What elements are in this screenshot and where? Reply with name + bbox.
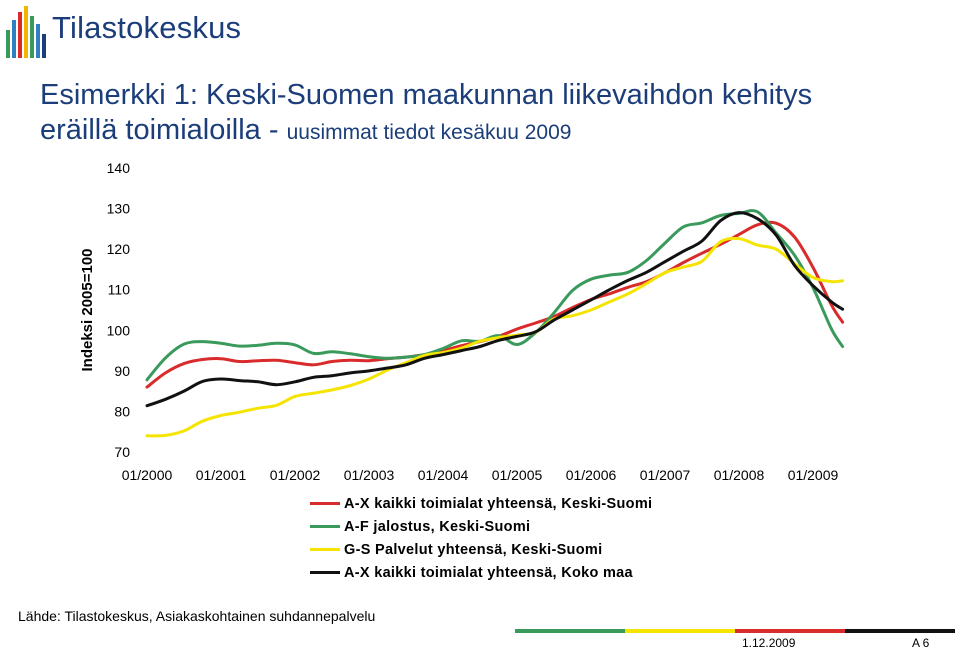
- footer-bar-segment: [515, 629, 625, 633]
- x-tick-label: 01/2006: [566, 467, 617, 483]
- footer-color-bar: [515, 629, 955, 633]
- y-tick-label: 130: [107, 201, 131, 217]
- y-tick-label: 70: [114, 444, 130, 460]
- footer-date: 1.12.2009: [742, 636, 796, 650]
- y-tick-label: 90: [114, 363, 130, 379]
- tilastokeskus-logo: [6, 6, 46, 58]
- legend-entry: G-S Palvelut yhteensä, Keski-Suomi: [310, 538, 652, 561]
- title-line-2: eräillä toimialoilla - uusimmat tiedot k…: [40, 113, 812, 150]
- y-tick-label: 120: [107, 241, 131, 257]
- title-line-1: Esimerkki 1: Keski-Suomen maakunnan liik…: [40, 79, 813, 111]
- series-lines: [145, 209, 845, 438]
- logo-text: Tilastokeskus: [52, 10, 242, 45]
- series-line-4: [145, 211, 845, 408]
- legend-swatch: [310, 525, 340, 528]
- legend-entry: A-F jalostus, Keski-Suomi: [310, 515, 652, 538]
- y-tick-label: 100: [107, 322, 131, 338]
- x-tick-label: 01/2009: [788, 467, 839, 483]
- legend-label: G-S Palvelut yhteensä, Keski-Suomi: [344, 541, 603, 558]
- x-tick-label: 01/2000: [122, 467, 173, 483]
- legend-label: A-X kaikki toimialat yhteensä, Keski-Suo…: [344, 495, 653, 512]
- legend-swatch: [310, 571, 340, 574]
- x-tick-label: 01/2008: [714, 467, 765, 483]
- title-line-2-main: eräillä toimialoilla -: [40, 114, 287, 146]
- legend-swatch: [310, 548, 340, 551]
- x-tick-label: 01/2002: [270, 467, 321, 483]
- title-line-2-sub: uusimmat tiedot kesäkuu 2009: [286, 121, 572, 144]
- legend-swatch: [310, 502, 340, 505]
- x-tick-label: 01/2005: [492, 467, 543, 483]
- footer-bar-segment: [625, 629, 735, 633]
- x-tick-labels: 01/2000 01/2001 01/2002 01/2003 01/2004 01/20…: [122, 467, 839, 483]
- logo-bars-icon: [6, 6, 46, 58]
- page-title: Esimerkki 1: Keski-Suomen maakunnan liik…: [40, 78, 812, 150]
- footer-page-number: A 6: [912, 636, 930, 650]
- legend-label: A-F jalostus, Keski-Suomi: [344, 518, 531, 535]
- y-axis-label-group: Indeksi 2005=100: [79, 248, 96, 371]
- source-note: Lähde: Tilastokeskus, Asiakaskohtainen s…: [18, 608, 376, 624]
- y-axis-label: Indeksi 2005=100: [79, 248, 96, 371]
- legend-entry: A-X kaikki toimialat yhteensä, Keski-Suo…: [310, 492, 652, 515]
- series-line-3: [145, 236, 845, 438]
- series-line-1: [145, 220, 845, 389]
- chart-legend: A-X kaikki toimialat yhteensä, Keski-Suo…: [310, 492, 652, 584]
- footer-bar-segment: [735, 629, 845, 633]
- legend-label: A-X kaikki toimialat yhteensä, Koko maa: [344, 564, 633, 581]
- y-tick-label: 80: [114, 403, 130, 419]
- y-tick-label: 140: [107, 160, 131, 176]
- x-tick-label: 01/2007: [640, 467, 691, 483]
- y-tick-labels: 70 80 90 100 110 120 130 140: [107, 160, 131, 460]
- line-chart: Indeksi 2005=100 70 80 90 100 110 120 130 140 0…: [79, 160, 845, 483]
- x-tick-label: 01/2001: [196, 467, 247, 483]
- legend-entry: A-X kaikki toimialat yhteensä, Koko maa: [310, 561, 652, 584]
- x-tick-label: 01/2004: [418, 467, 469, 483]
- x-tick-label: 01/2003: [344, 467, 395, 483]
- footer-bar-segment: [845, 629, 955, 633]
- y-tick-label: 110: [108, 282, 131, 298]
